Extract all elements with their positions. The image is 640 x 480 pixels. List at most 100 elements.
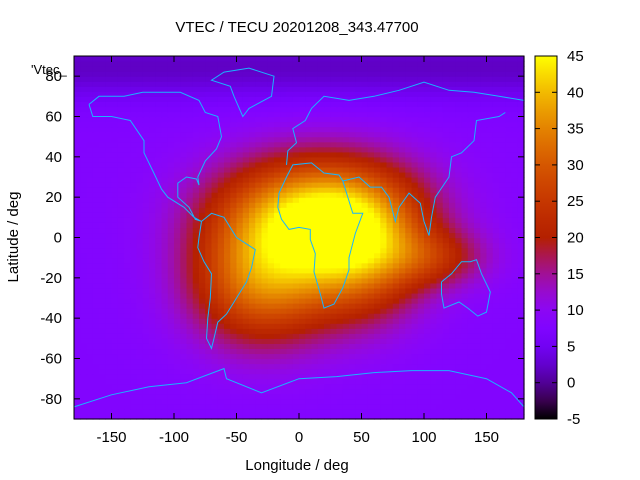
heatmap-cell xyxy=(199,413,206,420)
heatmap-cell xyxy=(511,161,519,168)
heatmap-cell xyxy=(317,101,325,108)
heatmap-cell xyxy=(461,86,469,92)
heatmap-cell xyxy=(155,222,163,229)
heatmap-cell xyxy=(361,267,369,274)
heatmap-cell xyxy=(461,126,469,133)
heatmap-cell xyxy=(130,81,138,87)
heatmap-cell xyxy=(236,86,244,92)
heatmap-cell xyxy=(230,66,238,72)
heatmap-cell xyxy=(261,161,269,168)
heatmap-cell xyxy=(130,272,138,279)
heatmap-cell xyxy=(242,202,250,208)
heatmap-cell xyxy=(205,242,213,249)
heatmap-cell xyxy=(117,237,125,244)
heatmap-cell xyxy=(374,106,381,113)
heatmap-cell xyxy=(442,358,450,365)
heatmap-cell xyxy=(336,403,344,410)
heatmap-cell xyxy=(374,373,381,380)
heatmap-cell xyxy=(274,126,281,133)
heatmap-cell xyxy=(230,237,238,244)
heatmap-cell xyxy=(161,368,169,375)
heatmap-cell xyxy=(249,353,256,360)
heatmap-cell xyxy=(330,222,338,229)
heatmap-cell xyxy=(474,323,481,329)
heatmap-cell xyxy=(467,141,475,148)
heatmap-cell xyxy=(224,101,231,108)
heatmap-cell xyxy=(405,368,413,375)
heatmap-cell xyxy=(117,363,125,370)
heatmap-cell xyxy=(324,237,331,244)
heatmap-cell xyxy=(205,393,213,400)
heatmap-cell xyxy=(199,393,206,400)
heatmap-cell xyxy=(317,398,325,405)
heatmap-cell xyxy=(255,242,263,249)
heatmap-cell xyxy=(117,116,125,123)
heatmap-cell xyxy=(111,303,119,309)
heatmap-cell xyxy=(249,91,256,97)
heatmap-cell xyxy=(292,333,300,339)
heatmap-cell xyxy=(155,408,163,415)
heatmap-cell xyxy=(355,318,363,324)
heatmap-cell xyxy=(405,272,413,279)
heatmap-cell xyxy=(280,298,288,304)
heatmap-cell xyxy=(155,192,163,198)
heatmap-cell xyxy=(224,298,231,304)
heatmap-cell xyxy=(342,388,350,395)
heatmap-cell xyxy=(336,106,344,113)
heatmap-cell xyxy=(199,91,206,97)
heatmap-cell xyxy=(455,313,463,319)
heatmap-cell xyxy=(330,141,338,148)
heatmap-cell xyxy=(386,292,394,299)
heatmap-cell xyxy=(517,91,525,97)
heatmap-cell xyxy=(442,121,450,128)
heatmap-cell xyxy=(349,277,356,284)
heatmap-cell xyxy=(161,272,169,279)
heatmap-cell xyxy=(92,363,100,370)
heatmap-cell xyxy=(261,166,269,173)
heatmap-cell xyxy=(311,328,319,334)
heatmap-cell xyxy=(180,353,188,360)
heatmap-cell xyxy=(80,101,88,108)
heatmap-cell xyxy=(130,338,138,344)
heatmap-cell xyxy=(411,378,419,385)
heatmap-cell xyxy=(424,121,431,128)
heatmap-cell xyxy=(361,202,369,208)
heatmap-cell xyxy=(180,146,188,153)
heatmap-cell xyxy=(461,141,469,148)
heatmap-cell xyxy=(155,126,163,133)
heatmap-cell xyxy=(205,383,213,390)
heatmap-cell xyxy=(230,267,238,274)
heatmap-cell xyxy=(224,408,231,415)
heatmap-cell xyxy=(461,156,469,163)
heatmap-cell xyxy=(386,131,394,138)
heatmap-cell xyxy=(392,308,400,314)
heatmap-cell xyxy=(405,267,413,274)
heatmap-cell xyxy=(199,177,206,183)
heatmap-cell xyxy=(317,232,325,239)
heatmap-cell xyxy=(292,368,300,375)
heatmap-cell xyxy=(230,282,238,289)
heatmap-cell xyxy=(361,298,369,304)
heatmap-cell xyxy=(136,353,144,360)
heatmap-cell xyxy=(280,182,288,188)
heatmap-cell xyxy=(261,378,269,385)
heatmap-cell xyxy=(349,298,356,304)
heatmap-cell xyxy=(149,373,156,380)
heatmap-cell xyxy=(367,383,375,390)
heatmap-cell xyxy=(292,227,300,234)
heatmap-cell xyxy=(149,353,156,360)
heatmap-cell xyxy=(274,237,281,244)
heatmap-cell xyxy=(86,212,94,218)
heatmap-cell xyxy=(92,76,100,82)
heatmap-cell xyxy=(292,403,300,410)
heatmap-cell xyxy=(274,131,281,138)
heatmap-cell xyxy=(111,81,119,87)
heatmap-cell xyxy=(305,202,313,208)
heatmap-cell xyxy=(430,136,438,143)
heatmap-cell xyxy=(436,232,444,239)
heatmap-cell xyxy=(474,277,481,284)
heatmap-cell xyxy=(361,161,369,168)
heatmap-cell xyxy=(430,363,438,370)
heatmap-cell xyxy=(205,373,213,380)
heatmap-cell xyxy=(124,126,131,133)
